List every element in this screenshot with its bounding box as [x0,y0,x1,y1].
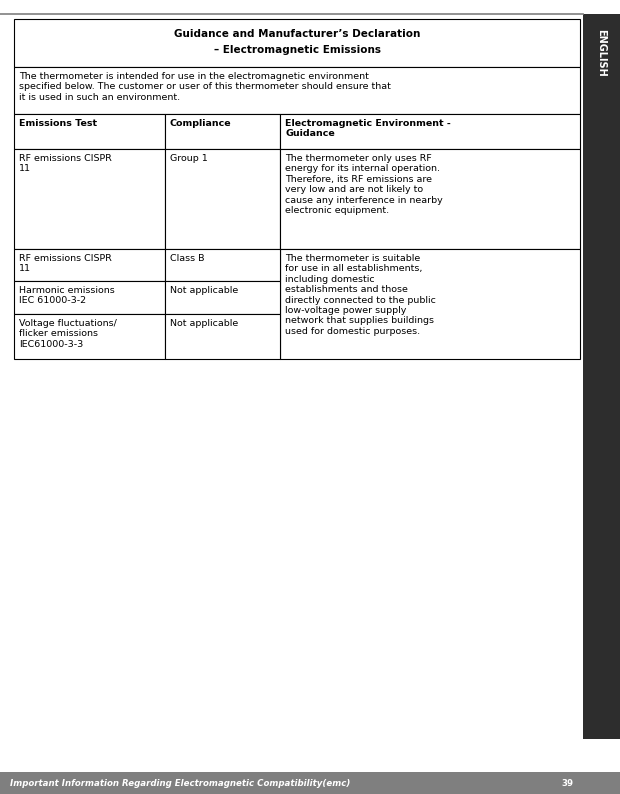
Bar [14,19,580,67]
Text: Important Information Regarding Electromagnetic Compatibility(emc): Important Information Regarding Electrom… [10,778,350,788]
Bar [280,149,580,249]
Bar [583,772,620,794]
Bar [165,149,280,249]
Text: – Electromagnetic Emissions: – Electromagnetic Emissions [213,45,381,55]
Text: Harmonic emissions
IEC 61000-3-2: Harmonic emissions IEC 61000-3-2 [19,286,115,306]
Text: Voltage fluctuations/
flicker emissions
IEC61000-3-3: Voltage fluctuations/ flicker emissions … [19,319,117,349]
Text: RF emissions CISPR
11: RF emissions CISPR 11 [19,154,112,173]
Bar [14,249,165,281]
Text: ENGLISH: ENGLISH [596,29,606,77]
Bar [583,14,620,739]
Text: Not applicable: Not applicable [170,319,238,328]
Text: The thermometer is intended for use in the electromagnetic environment
specified: The thermometer is intended for use in t… [19,72,391,102]
Text: Not applicable: Not applicable [170,286,238,295]
Bar [14,281,165,314]
Text: Group 1: Group 1 [170,154,208,163]
Bar [280,114,580,149]
Text: RF emissions CISPR
11: RF emissions CISPR 11 [19,254,112,273]
Bar [14,314,165,359]
Text: Emissions Test: Emissions Test [19,119,97,128]
Bar [165,281,280,314]
Text: Class B: Class B [170,254,205,263]
Bar [14,114,165,149]
Bar [14,149,165,249]
Text: Electromagnetic Environment -
Guidance: Electromagnetic Environment - Guidance [285,119,451,138]
Bar [165,249,280,281]
Bar [14,67,580,114]
Bar [165,114,280,149]
Text: Compliance: Compliance [170,119,232,128]
Text: The thermometer only uses RF
energy for its internal operation.
Therefore, its R: The thermometer only uses RF energy for … [285,154,443,215]
Bar [0,772,583,794]
Text: The thermometer is suitable
for use in all establishments,
including domestic
es: The thermometer is suitable for use in a… [285,254,436,336]
Text: 39: 39 [561,778,573,788]
Text: Guidance and Manufacturer’s Declaration: Guidance and Manufacturer’s Declaration [174,29,420,39]
Bar [280,249,580,359]
Bar [165,314,280,359]
